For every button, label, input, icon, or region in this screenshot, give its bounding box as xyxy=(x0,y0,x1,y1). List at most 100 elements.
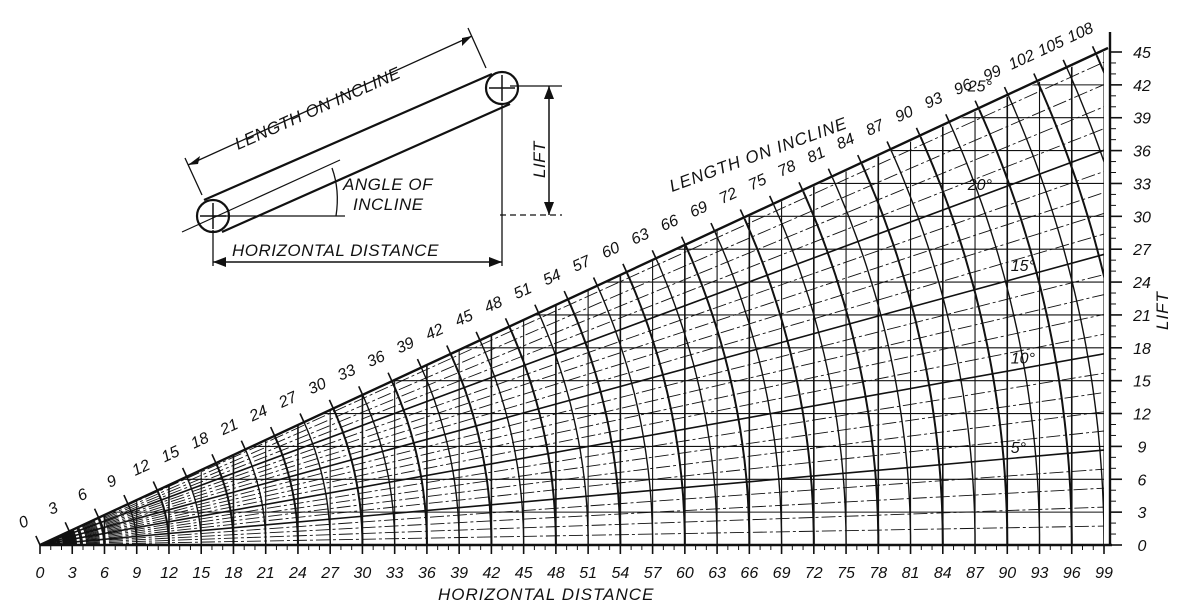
incline-length-arc xyxy=(391,381,428,545)
incline-tick-label: 39 xyxy=(394,334,417,357)
incline-tick-label: 93 xyxy=(922,90,945,113)
incline-length-arc xyxy=(743,218,815,545)
incline-tick-label: 6 xyxy=(75,486,90,505)
incline-length-arc xyxy=(949,123,1041,545)
angle-radial-line xyxy=(40,173,1104,545)
lift-tick-label: 21 xyxy=(1132,308,1151,325)
incline-tick xyxy=(1091,45,1098,56)
angle-radial-line xyxy=(40,52,1104,545)
incline-tick-label: 57 xyxy=(570,252,594,275)
incline-tick xyxy=(622,263,628,274)
lift-tick-label: 3 xyxy=(1138,505,1147,522)
incline-tick xyxy=(798,181,804,192)
horizontal-tick-label: 63 xyxy=(708,565,726,582)
horizontal-tick-label: 39 xyxy=(450,565,468,582)
incline-length-arc xyxy=(362,395,396,545)
incline-length-arc xyxy=(1066,68,1104,545)
lift-tick-label: 30 xyxy=(1133,209,1151,226)
horizontal-tick-label: 54 xyxy=(611,565,629,582)
incline-tick-label: 72 xyxy=(717,185,740,208)
incline-tick-label: 99 xyxy=(981,62,1004,85)
hd-arrow-right xyxy=(489,257,502,267)
angle-label: 20° xyxy=(967,177,993,194)
incline-tick xyxy=(240,440,247,451)
horizontal-tick-label: 72 xyxy=(805,565,823,582)
incline-tick-label: 3 xyxy=(46,499,61,518)
angle-arc xyxy=(331,167,338,217)
angle-radial-line xyxy=(40,52,1104,545)
incline-tick xyxy=(1062,59,1069,70)
length-arrow-left xyxy=(188,156,200,165)
incline-length-arc xyxy=(244,449,267,545)
incline-tick xyxy=(328,399,335,410)
horizontal-tick-label: 60 xyxy=(676,565,694,582)
horizontal-tick-label: 87 xyxy=(966,565,985,582)
incline-tick xyxy=(64,521,71,532)
angle-radial-line xyxy=(40,52,1104,545)
incline-length-arc xyxy=(684,245,751,545)
incline-tick xyxy=(710,222,716,233)
horizontal-tick-label: 57 xyxy=(644,565,663,582)
inset-angle-label-2: INCLINE xyxy=(353,195,424,214)
incline-tick xyxy=(475,331,482,342)
incline-length-arc xyxy=(802,191,880,545)
incline-tick-label: 12 xyxy=(130,457,153,480)
lift-tick-label: 18 xyxy=(1133,341,1151,358)
incline-length-arc xyxy=(538,313,589,545)
length-on-incline-scale: 0369121518212427303336394245485154576063… xyxy=(16,20,1098,546)
incline-tick-label: 27 xyxy=(276,388,301,412)
horizontal-tick-label: 93 xyxy=(1031,565,1049,582)
incline-length-arc xyxy=(773,204,847,545)
incline-length-arc xyxy=(714,231,783,545)
horizontal-tick-label: 42 xyxy=(482,565,500,582)
incline-tick-label: 90 xyxy=(893,103,916,126)
horizontal-tick-label: 15 xyxy=(192,565,210,582)
incline-tick xyxy=(152,481,159,491)
incline-tick xyxy=(739,209,746,219)
incline-tick-label: 81 xyxy=(805,144,828,167)
lift-tick-label: 24 xyxy=(1132,275,1151,292)
incline-tick-label: 84 xyxy=(834,130,857,153)
incline-tick xyxy=(1003,86,1010,97)
incline-tick-label: 30 xyxy=(306,375,329,398)
incline-length-arc xyxy=(890,150,976,545)
lift-tick-label: 36 xyxy=(1133,144,1151,161)
angle-label: 10° xyxy=(1011,350,1036,367)
angle-radial-line xyxy=(40,517,1104,545)
horizontal-tick-label: 21 xyxy=(256,565,275,582)
incline-tick-label: 108 xyxy=(1065,20,1096,47)
incline-length-arc xyxy=(1007,95,1104,545)
incline-tick xyxy=(534,304,540,315)
incline-length-arc xyxy=(626,272,686,545)
incline-tick xyxy=(446,345,452,355)
incline-tick xyxy=(768,195,775,206)
angle-label: 15° xyxy=(1011,258,1036,275)
incline-length-arc xyxy=(567,299,622,545)
incline-tick-label: 105 xyxy=(1036,33,1067,60)
incline-tick-label: 54 xyxy=(541,266,564,289)
incline-length-arc xyxy=(332,408,364,545)
horizontal-tick-label: 6 xyxy=(100,565,109,582)
horizontal-tick-label: 45 xyxy=(515,565,533,582)
horizontal-tick-label: 96 xyxy=(1063,565,1081,582)
incline-length-arc xyxy=(508,326,557,545)
incline-length-arc xyxy=(919,136,1009,545)
horizontal-tick-label: 3 xyxy=(68,565,77,582)
lift-axis-title: LIFT xyxy=(1153,290,1172,330)
horizontal-tick-label: 51 xyxy=(579,565,597,582)
incline-tick-label: 69 xyxy=(687,198,710,221)
lift-tick-label: 33 xyxy=(1133,176,1151,193)
incline-tick-label: 63 xyxy=(629,226,652,249)
angle-radial-line xyxy=(40,52,1104,545)
lift-arrow-top xyxy=(544,86,554,99)
incline-tick-label: 75 xyxy=(746,171,769,194)
incline-inset-diagram: LENGTH ON INCLINE ANGLE OF INCLINE HORIZ… xyxy=(181,27,562,267)
horizontal-distance-scale: 0 3 6 9 12 15 18 21 24 27 30 33 36 39 42 45 48 51 54 57 60 63… xyxy=(36,545,1113,582)
horizontal-tick-label: 66 xyxy=(740,565,758,582)
incline-tick xyxy=(387,372,393,383)
horizontal-tick-label: 27 xyxy=(320,565,340,582)
incline-length-arc xyxy=(449,354,493,545)
incline-tick-label: 87 xyxy=(863,116,887,139)
